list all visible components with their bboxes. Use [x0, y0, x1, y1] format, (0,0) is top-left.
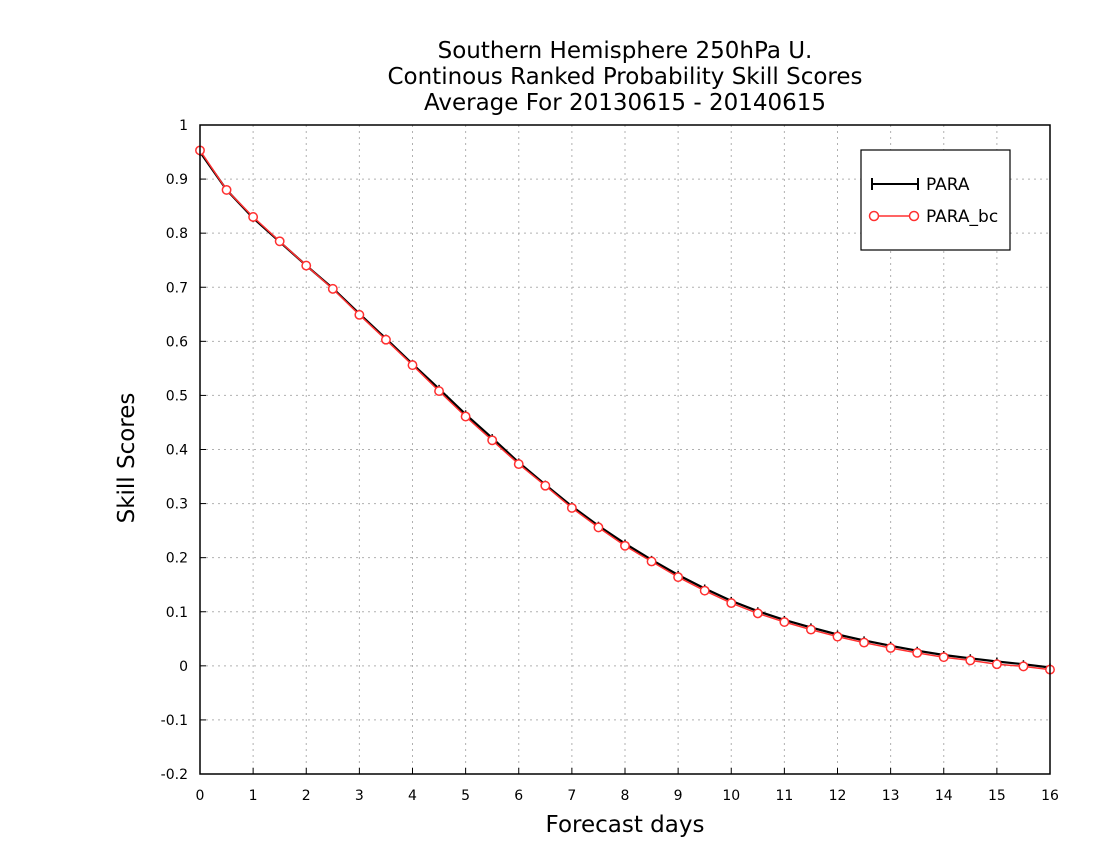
y-tick-label: 0.5 — [166, 388, 188, 404]
x-tick-label: 3 — [355, 788, 364, 804]
legend-marker-para-bc-2 — [908, 210, 920, 222]
data-point-para-bc — [301, 260, 312, 271]
y-tick-label: 1 — [179, 118, 188, 134]
legend-marker-para-bc-1 — [868, 210, 880, 222]
chart-title-line-2: Continous Ranked Probability Skill Score… — [387, 64, 862, 90]
x-tick-label: 8 — [621, 788, 630, 804]
x-tick-label: 10 — [722, 788, 740, 804]
data-point-para-bc — [752, 608, 763, 619]
x-tick-label: 5 — [461, 788, 470, 804]
data-point-para-bc — [460, 411, 471, 422]
data-point-para-bc — [991, 659, 1002, 670]
data-point-para-bc — [513, 459, 524, 470]
y-tick-label: 0 — [179, 659, 188, 675]
data-point-para-bc — [593, 522, 604, 533]
legend-item-para: PARA — [871, 175, 970, 195]
data-point-para-bc — [248, 211, 259, 222]
x-tick-label: 9 — [674, 788, 683, 804]
data-point-para-bc — [646, 556, 657, 567]
data-point-para-bc — [673, 572, 684, 583]
x-tick-label: 13 — [882, 788, 900, 804]
chart-title: Southern Hemisphere 250hPa U. Continous … — [387, 38, 862, 116]
data-point-para-bc — [221, 184, 232, 195]
y-axis-label: Skill Scores — [114, 393, 140, 524]
series-para-bc — [195, 145, 1055, 675]
x-tick-label: 11 — [775, 788, 793, 804]
data-point-para-bc — [779, 617, 790, 627]
x-tick-label: 0 — [196, 788, 205, 804]
y-tick-label: 0.3 — [166, 497, 188, 513]
x-tick-label: 16 — [1041, 788, 1059, 804]
data-point-para-bc — [832, 631, 843, 642]
x-tick-label: 14 — [935, 788, 953, 804]
data-point-para-bc — [938, 652, 949, 663]
data-point-para-bc — [699, 585, 710, 596]
legend-label-para-bc: PARA_bc — [926, 207, 998, 227]
x-tick-label: 7 — [567, 788, 576, 804]
data-point-para-bc — [965, 655, 976, 666]
data-point-para-bc — [912, 647, 923, 658]
data-point-para-bc — [805, 624, 816, 635]
y-tick-label: -0.1 — [161, 713, 188, 729]
x-tick-label: 6 — [514, 788, 523, 804]
data-point-para-bc — [859, 637, 870, 648]
data-point-para-bc — [407, 360, 418, 371]
legend-item-para-bc: PARA_bc — [868, 207, 998, 227]
data-point-para-bc — [274, 236, 285, 247]
x-tick-label: 12 — [829, 788, 847, 804]
data-point-para-bc — [487, 435, 498, 446]
data-point-para-bc — [566, 502, 577, 513]
x-axis-label: Forecast days — [546, 812, 705, 838]
y-tick-label: 0.7 — [166, 280, 188, 296]
legend-label-para: PARA — [926, 175, 970, 195]
legend: PARA PARA_bc — [860, 149, 1011, 251]
chart-title-line-3: Average For 20130615 - 20140615 — [424, 90, 826, 116]
data-point-para-bc — [885, 643, 896, 653]
series-layer — [195, 145, 1055, 675]
y-tick-label: 0.9 — [166, 172, 188, 188]
y-tick-label: 0.4 — [166, 443, 188, 459]
data-point-para-bc — [540, 480, 551, 491]
data-point-para-bc — [1018, 661, 1029, 672]
chart-title-line-1: Southern Hemisphere 250hPa U. — [438, 38, 813, 64]
x-tick-label: 15 — [988, 788, 1006, 804]
x-tick-label: 2 — [302, 788, 311, 804]
x-axis-ticks: 0 1 2 3 4 5 6 7 8 9 10 11 12 13 14 15 16 — [196, 768, 1059, 804]
y-tick-label: 0.1 — [166, 605, 188, 621]
data-point-para-bc — [380, 334, 391, 345]
y-tick-label: 0.6 — [166, 334, 188, 350]
y-tick-label: -0.2 — [161, 767, 188, 783]
legend-box — [860, 149, 1011, 251]
x-tick-label: 1 — [249, 788, 258, 804]
y-tick-label: 0.2 — [166, 551, 188, 567]
data-point-para-bc — [726, 598, 737, 609]
data-point-para-bc — [354, 309, 365, 320]
x-tick-label: 4 — [408, 788, 417, 804]
data-point-para-bc — [620, 540, 630, 551]
data-point-para-bc — [327, 283, 338, 294]
data-point-para-bc — [434, 386, 445, 397]
y-axis-ticks: -0.2 -0.1 0 0.1 0.2 0.3 0.4 0.5 0.6 0.7 0.8 0.9 1 — [161, 118, 206, 783]
y-tick-label: 0.8 — [166, 226, 188, 242]
